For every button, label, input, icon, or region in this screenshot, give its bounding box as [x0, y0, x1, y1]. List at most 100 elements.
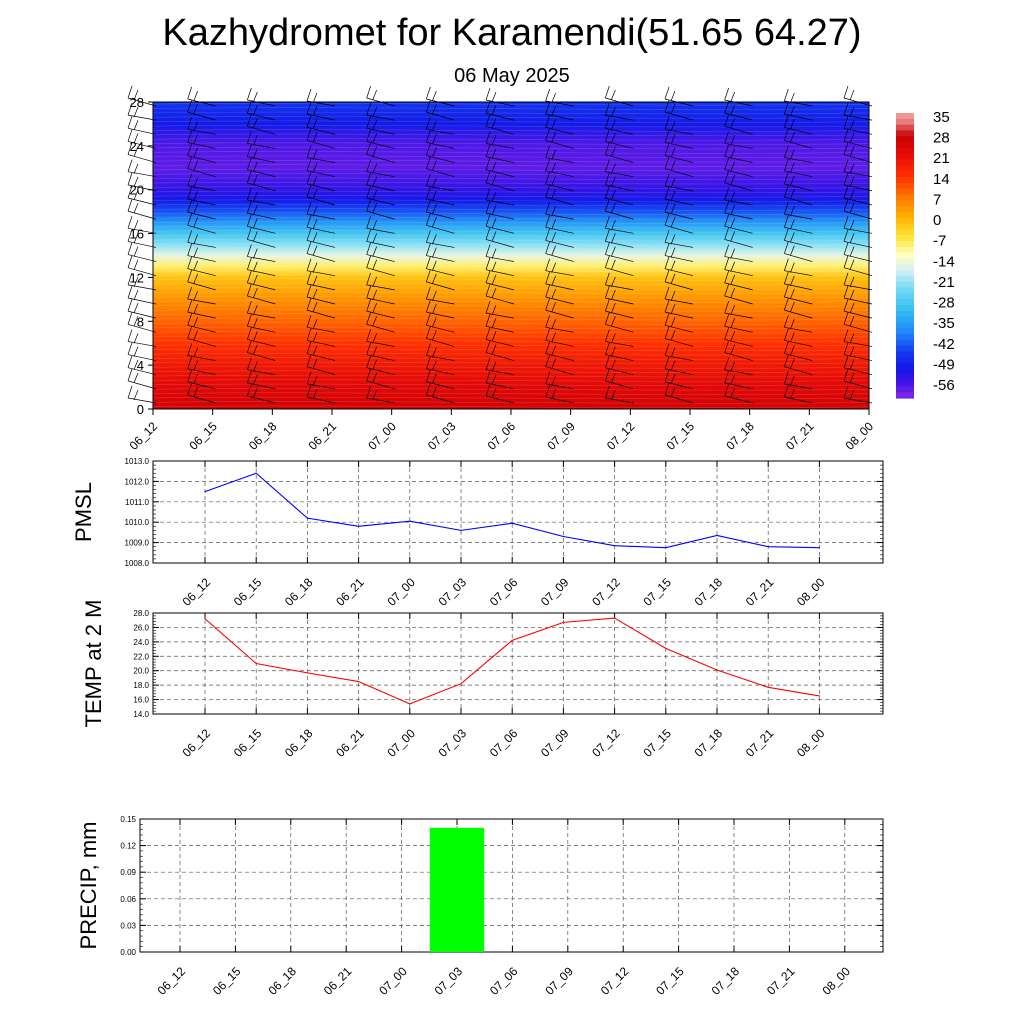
wind-barb — [724, 301, 753, 319]
wind-barb — [724, 144, 753, 163]
colorbar-swatch — [896, 118, 914, 126]
contour-line — [152, 252, 870, 255]
wind-barb — [426, 117, 455, 135]
contour-line — [152, 265, 870, 268]
contour-line — [152, 238, 870, 242]
wind-barb — [127, 299, 157, 319]
wind-barb — [545, 115, 574, 135]
x-tick-label: 06_15 — [231, 575, 265, 609]
pmsl-point — [358, 525, 360, 527]
wind-barb — [664, 156, 694, 178]
y-tick-label: 20 — [130, 183, 144, 198]
wind-barb — [247, 227, 276, 248]
temp-2m-point — [255, 662, 257, 665]
wind-barb — [247, 114, 276, 135]
colorbar-swatch — [896, 159, 914, 166]
colorbar-label: -21 — [933, 274, 955, 291]
colorbar-swatch — [896, 142, 914, 149]
wind-barb — [545, 215, 574, 234]
wind-barb — [127, 342, 157, 361]
colorbar-swatch — [896, 200, 914, 207]
wind-barb — [664, 256, 694, 277]
wind-barb — [545, 384, 574, 404]
wind-barb — [545, 341, 574, 361]
x-tick-label: 07_12 — [604, 419, 638, 453]
wind-barb — [306, 328, 336, 347]
wind-barb — [843, 312, 873, 333]
wind-barb — [187, 313, 216, 333]
wind-barb — [664, 382, 694, 404]
wind-barb — [784, 115, 813, 135]
wind-barb — [306, 354, 336, 376]
temp-2m-point — [204, 618, 206, 620]
wind-barb — [306, 241, 336, 262]
y-tick-label: 24.0 — [133, 638, 149, 647]
x-tick-label: 07_06 — [487, 964, 521, 998]
contour-line — [152, 401, 870, 404]
wind-barb — [605, 199, 634, 220]
colorbar-swatch — [896, 316, 914, 323]
wind-barb — [127, 368, 157, 390]
colorbar-swatch — [896, 287, 914, 294]
contour-line — [152, 173, 870, 176]
contour-line — [152, 247, 870, 251]
x-tick-label: 06_18 — [282, 726, 316, 760]
wind-barbs — [127, 85, 873, 404]
wind-barb — [306, 341, 336, 361]
wind-barb — [247, 301, 276, 319]
wind-barb — [605, 329, 634, 347]
contour-line — [152, 199, 870, 202]
y-tick-label: 12 — [130, 270, 144, 285]
wind-barb — [843, 172, 873, 192]
contour-line — [152, 124, 870, 128]
wind-barb — [545, 271, 574, 291]
contour-line — [152, 256, 870, 259]
wind-barb — [127, 312, 157, 333]
colorbar: 35 28 21 14 7 0 -7 -14 -21 -28 -35 -42 -49 -56 — [896, 109, 955, 399]
y-tick-label: 1009.0 — [125, 539, 150, 548]
y-tick-label: 16.0 — [133, 696, 149, 705]
wind-barb — [605, 159, 634, 178]
temp-2m-point — [460, 683, 462, 685]
wind-barb — [306, 171, 336, 192]
contour-line — [152, 168, 870, 172]
pmsl-ylabel: PMSL — [71, 482, 96, 542]
pmsl-point — [409, 520, 411, 522]
wind-barb — [843, 242, 873, 262]
wind-barb — [306, 115, 336, 135]
colorbar-label: 14 — [933, 171, 950, 188]
wind-barb — [664, 313, 694, 333]
colorbar-swatch — [896, 357, 914, 364]
wind-barb — [366, 116, 395, 135]
wind-barb — [724, 270, 753, 291]
wind-barb — [485, 357, 515, 376]
wind-barb — [784, 315, 813, 333]
wind-barb — [664, 356, 694, 376]
colorbar-swatch — [896, 130, 914, 137]
wind-barb — [724, 170, 753, 192]
contour-line — [152, 103, 870, 106]
colorbar-swatch — [896, 322, 914, 329]
x-tick-label: 06_18 — [246, 419, 280, 453]
wind-barb — [605, 116, 634, 135]
wind-barb — [247, 87, 276, 107]
y-tick-label: 20.0 — [133, 667, 149, 676]
contour-line — [152, 243, 870, 246]
wind-barb — [545, 241, 574, 262]
temp-2m-point — [818, 695, 821, 697]
wind-barb — [605, 312, 634, 333]
wind-barb — [366, 342, 395, 361]
wind-barb — [306, 371, 336, 390]
wind-barb — [187, 186, 216, 206]
wind-barb — [664, 130, 694, 149]
wind-barb — [127, 103, 157, 121]
wind-barb — [366, 229, 395, 248]
wind-barb — [247, 357, 276, 376]
x-tick-label: 07_15 — [664, 419, 698, 453]
colorbar-swatch — [896, 386, 914, 393]
wind-barb — [843, 255, 873, 277]
colorbar-swatch — [896, 223, 914, 230]
wind-barb — [784, 341, 813, 361]
wind-barb — [366, 185, 395, 206]
precip-bar — [429, 827, 485, 952]
